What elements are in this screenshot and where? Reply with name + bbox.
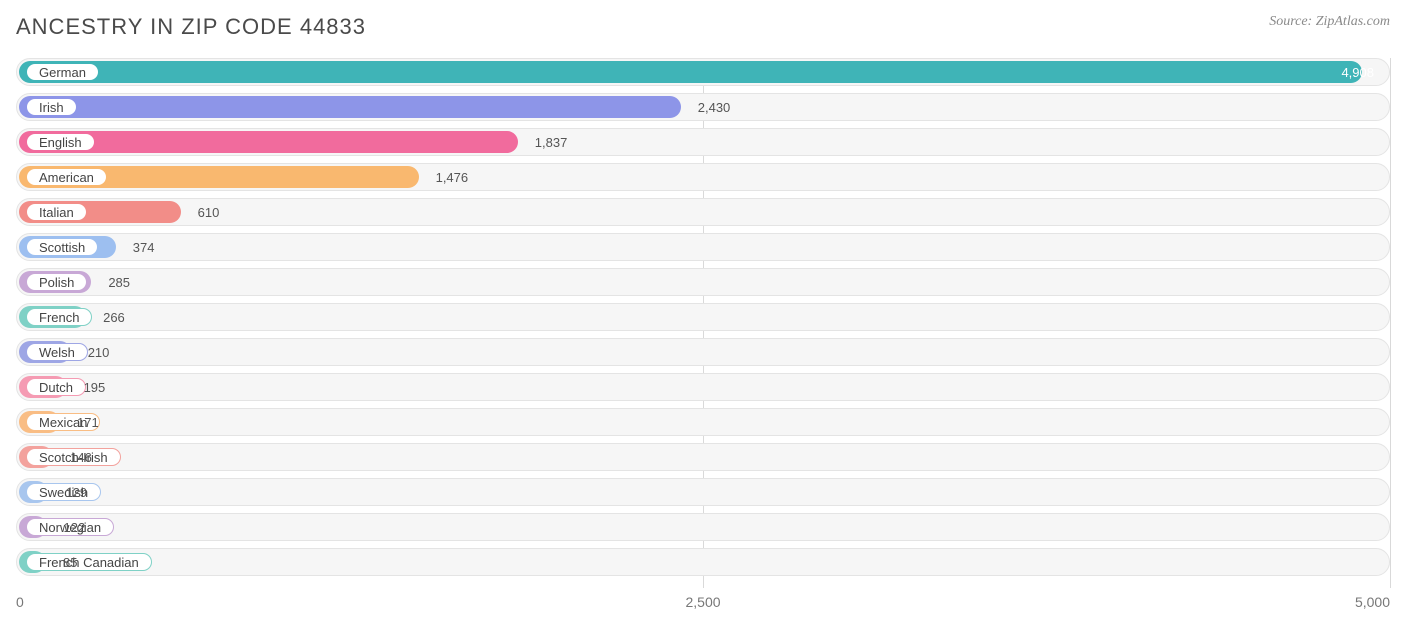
bar-track	[16, 338, 1390, 366]
bar-row: Norwegian122	[16, 513, 1390, 541]
bar-row: Polish 285	[16, 268, 1390, 296]
bar-track	[16, 268, 1390, 296]
bar-track	[16, 443, 1390, 471]
bar-label: French Canadian	[26, 553, 152, 571]
bar-row: French Canadian85	[16, 548, 1390, 576]
bar-value: 146	[60, 443, 102, 471]
bar-label: Italian	[26, 203, 87, 221]
bar-value: 2,430	[688, 93, 741, 121]
grid-line	[1390, 58, 1391, 588]
bar-row: Scotch-Irish146	[16, 443, 1390, 471]
bar-track	[16, 373, 1390, 401]
bar-value: 374	[123, 233, 165, 261]
bar-row: Mexican171	[16, 408, 1390, 436]
x-axis: 0 2,500 5,000	[16, 592, 1390, 618]
source-attribution: Source: ZipAtlas.com	[1269, 14, 1390, 30]
bar-row: Swedish129	[16, 478, 1390, 506]
bar-value: 85	[53, 548, 87, 576]
bar-label: French	[26, 308, 92, 326]
bar-value: 1,837	[525, 128, 578, 156]
bars-container: German 4,908 Irish 2,430 English 1,837 America…	[16, 58, 1390, 576]
bar-value: 285	[98, 268, 140, 296]
bar-value: 129	[55, 478, 97, 506]
bar-fill	[19, 61, 1362, 83]
bar-label: German	[26, 63, 99, 81]
chart-area: German 4,908 Irish 2,430 English 1,837 America…	[16, 58, 1390, 618]
bar-value: 122	[54, 513, 96, 541]
bar-label: American	[26, 168, 107, 186]
bar-row: Welsh210	[16, 338, 1390, 366]
bar-value: 171	[67, 408, 109, 436]
chart-title: ANCESTRY IN ZIP CODE 44833	[16, 14, 366, 40]
bar-fill	[19, 96, 681, 118]
bar-label: Scottish	[26, 238, 98, 256]
bar-track	[16, 408, 1390, 436]
bar-value: 266	[93, 303, 135, 331]
bar-value: 610	[188, 198, 230, 226]
axis-tick-label: 5,000	[1355, 594, 1390, 610]
bar-label: Polish	[26, 273, 87, 291]
bar-row: Scottish 374	[16, 233, 1390, 261]
bar-track	[16, 548, 1390, 576]
bar-track	[16, 233, 1390, 261]
bar-row: French266	[16, 303, 1390, 331]
bar-row: Dutch195	[16, 373, 1390, 401]
bar-row: German 4,908	[16, 58, 1390, 86]
bar-row: Irish 2,430	[16, 93, 1390, 121]
bar-track	[16, 513, 1390, 541]
bar-track	[16, 303, 1390, 331]
bar-row: Italian 610	[16, 198, 1390, 226]
bar-track	[16, 478, 1390, 506]
bar-value: 210	[78, 338, 120, 366]
bar-value: 4,908	[1331, 58, 1384, 86]
bar-row: English 1,837	[16, 128, 1390, 156]
axis-tick-label: 0	[16, 594, 24, 610]
bar-row: American 1,476	[16, 163, 1390, 191]
axis-tick-label: 2,500	[685, 594, 720, 610]
bar-value: 195	[74, 373, 116, 401]
bar-label: English	[26, 133, 95, 151]
bar-value: 1,476	[426, 163, 479, 191]
bar-label: Irish	[26, 98, 77, 116]
